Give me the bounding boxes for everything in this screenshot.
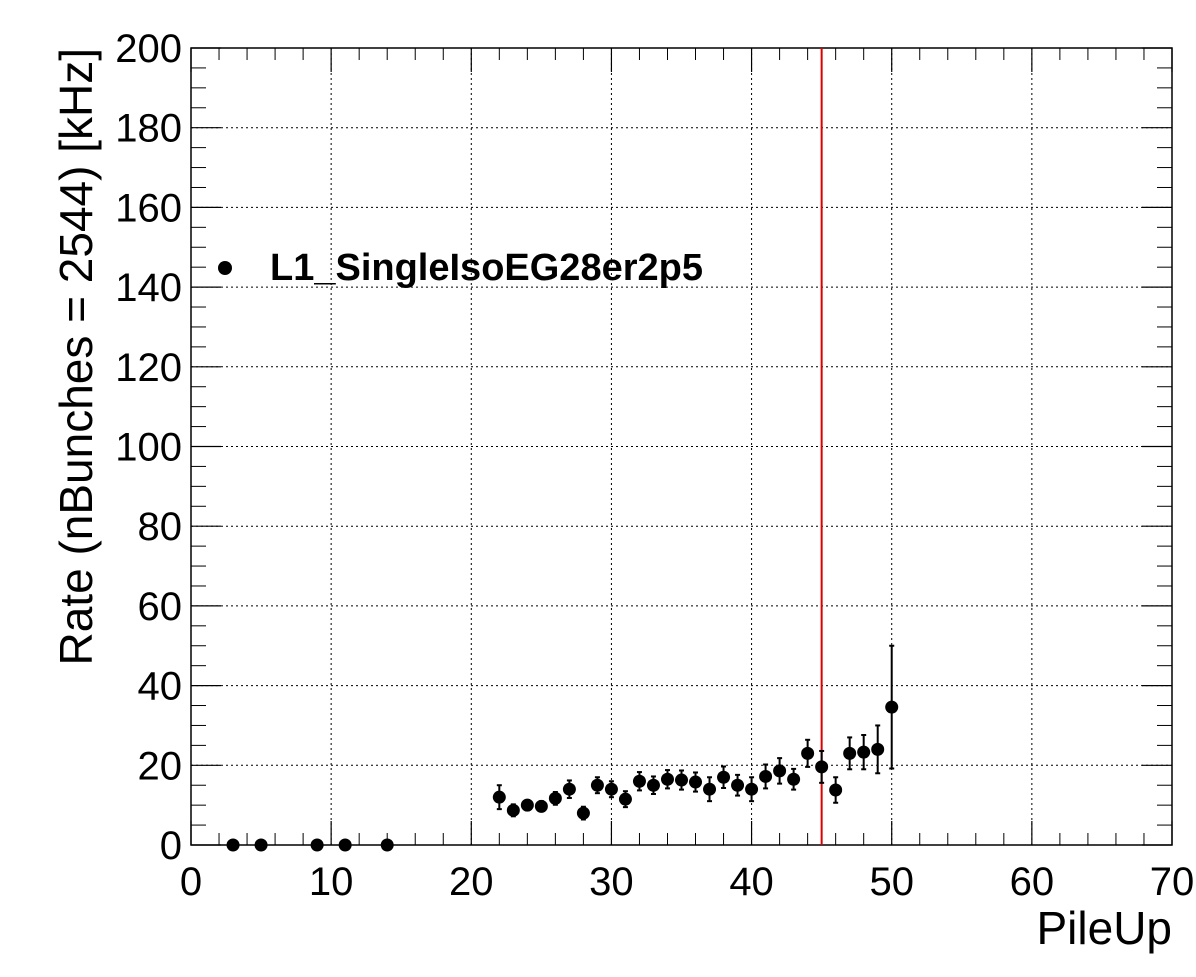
data-point [604, 782, 618, 796]
legend-label: L1_SingleIsoEG28er2p5 [270, 247, 703, 289]
data-point [254, 838, 268, 852]
data-point [857, 745, 871, 759]
axis-ticks [190, 47, 1173, 846]
data-point [338, 838, 352, 852]
data-point [646, 778, 660, 792]
data-point [815, 760, 829, 774]
y-tick-label: 40 [138, 665, 183, 709]
data-point [745, 782, 759, 796]
y-tick-label: 0 [160, 824, 182, 868]
grid-lines [191, 48, 1172, 845]
data-point [380, 838, 394, 852]
data-point [310, 838, 324, 852]
y-axis-label: Rate (nBunches = 2544) [kHz] [50, 48, 102, 666]
y-tick-label: 100 [115, 426, 182, 470]
x-tick-label: 50 [869, 860, 914, 904]
data-point [226, 838, 240, 852]
x-tick-label: 20 [449, 860, 494, 904]
x-axis-label: PileUp [1036, 902, 1172, 954]
x-tick-label: 40 [729, 860, 774, 904]
data-point [885, 700, 899, 714]
plot-frame [190, 47, 1173, 846]
data-point [731, 778, 745, 792]
x-tick-label: 10 [309, 860, 354, 904]
data-point [759, 769, 773, 783]
y-tick-label: 120 [115, 346, 182, 390]
y-tick-label: 140 [115, 266, 182, 310]
y-tick-label: 60 [138, 585, 183, 629]
y-tick-labels: 0 20 40 60 80 100 120 140 160 180 200 [115, 27, 182, 868]
data-point [562, 782, 576, 796]
data-point [548, 791, 562, 805]
legend-marker [218, 261, 232, 275]
y-tick-label: 160 [115, 186, 182, 230]
data-points [226, 644, 899, 852]
data-point [843, 746, 857, 760]
y-tick-label: 20 [138, 744, 183, 788]
data-point [675, 773, 688, 787]
data-point [703, 782, 717, 796]
data-point [576, 806, 590, 820]
x-tick-label: 30 [589, 860, 634, 904]
data-point [829, 783, 843, 797]
data-point [787, 772, 801, 786]
data-point [689, 775, 703, 789]
x-tick-label: 0 [180, 860, 202, 904]
data-point [871, 742, 885, 756]
y-tick-label: 200 [115, 27, 182, 71]
data-point [773, 764, 787, 778]
data-point [801, 746, 815, 760]
y-tick-label: 80 [138, 505, 183, 549]
legend: L1_SingleIsoEG28er2p5 [218, 247, 703, 289]
data-point [590, 778, 604, 792]
data-point [492, 790, 506, 804]
x-tick-label: 60 [1010, 860, 1055, 904]
data-point [520, 798, 534, 812]
x-tick-label: 70 [1150, 860, 1195, 904]
data-point [660, 772, 674, 786]
data-point [506, 803, 520, 817]
y-tick-label: 180 [115, 107, 182, 151]
data-point [534, 799, 548, 813]
data-point [717, 770, 731, 784]
data-point [618, 792, 632, 806]
x-tick-labels: 0 10 20 30 40 50 60 70 [180, 860, 1194, 904]
data-point [632, 774, 646, 788]
